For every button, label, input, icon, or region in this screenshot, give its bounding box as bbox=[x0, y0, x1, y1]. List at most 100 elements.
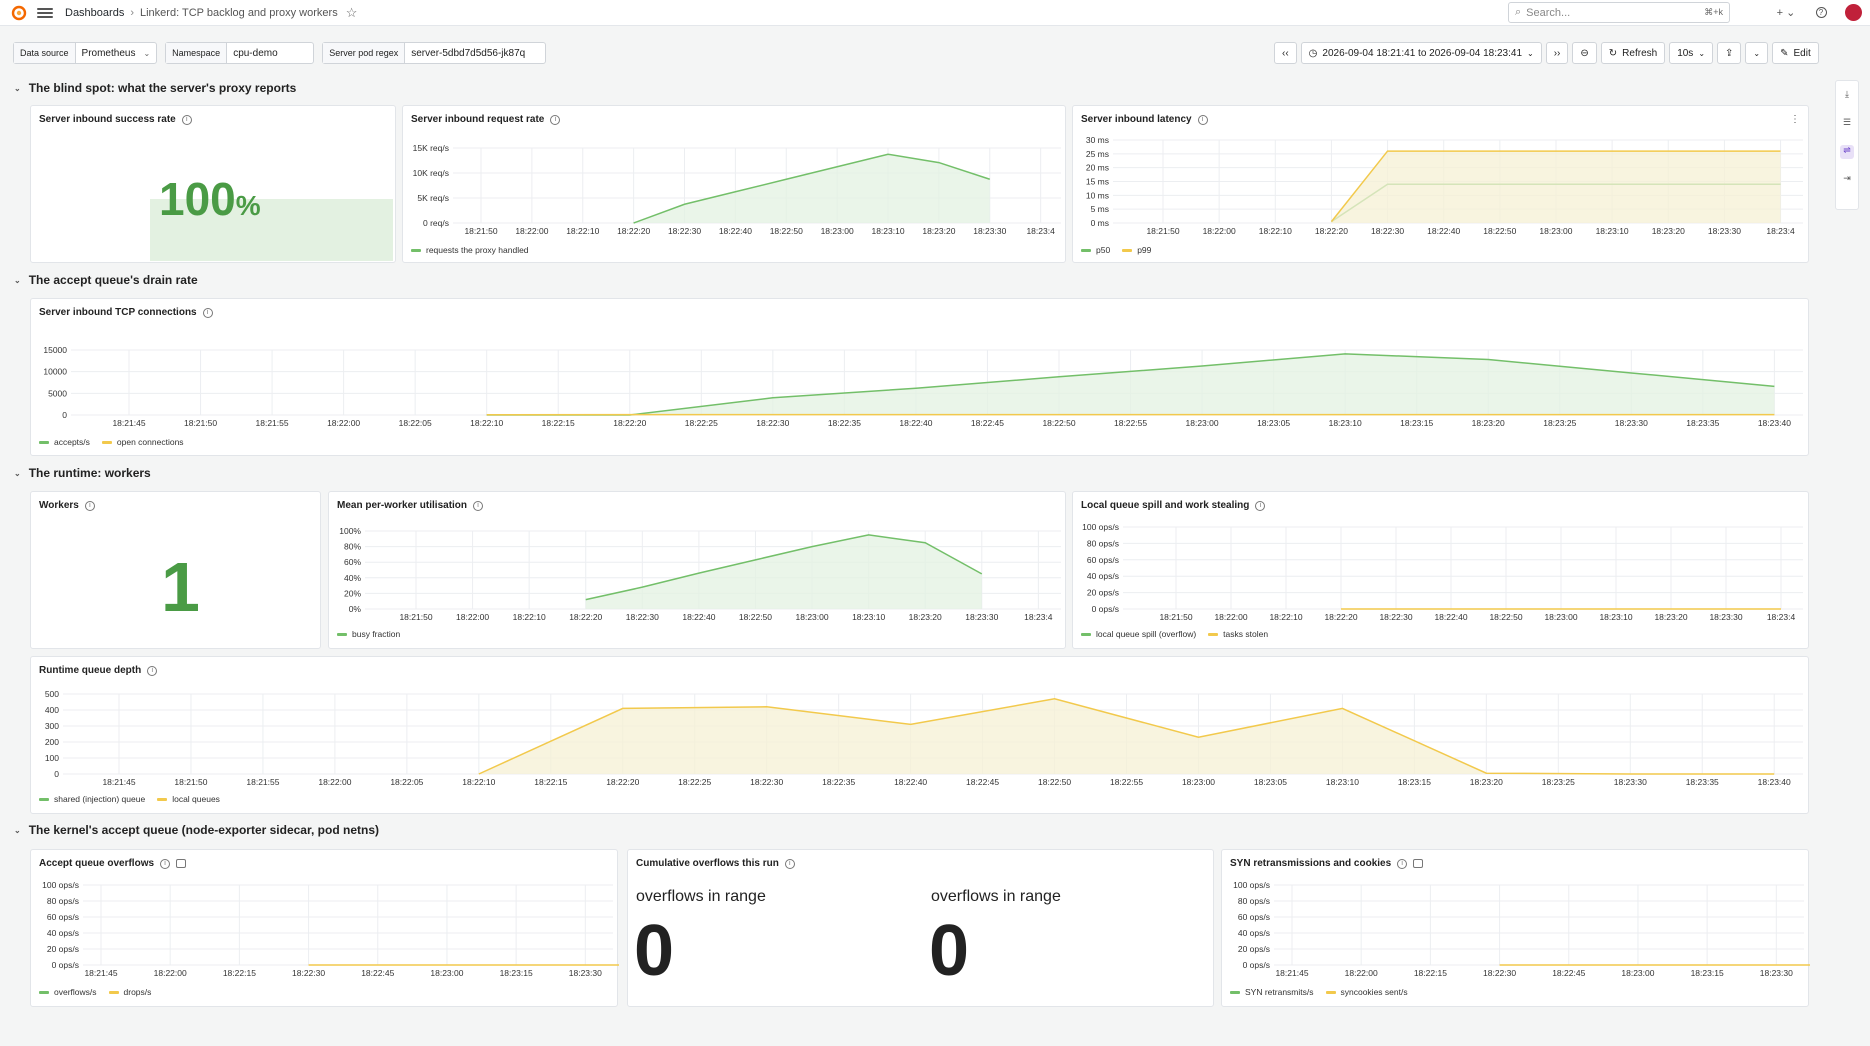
y-tick-label: 15 ms bbox=[1086, 177, 1109, 187]
edit-button[interactable]: ✎ Edit bbox=[1772, 42, 1819, 64]
variable-server-pod-regex[interactable]: Server pod regex server-5dbd7d5d56-jk87q bbox=[322, 42, 547, 64]
x-tick-label: 18:22:00 bbox=[456, 612, 489, 622]
download-icon[interactable]: ⤓ bbox=[1845, 89, 1849, 99]
x-tick-label: 18:22:40 bbox=[894, 777, 927, 787]
datasource-icon[interactable] bbox=[1413, 859, 1424, 868]
info-icon[interactable]: i bbox=[202, 307, 213, 318]
hamburger-menu-icon[interactable] bbox=[37, 6, 53, 20]
panel-cumulative-overflows[interactable]: Cumulative overflows this run i overflows… bbox=[627, 849, 1214, 1007]
info-icon[interactable]: i bbox=[1197, 114, 1208, 125]
x-tick-label: 18:23:10 bbox=[852, 612, 885, 622]
legend-item[interactable]: local queue spill (overflow) bbox=[1081, 629, 1196, 639]
chart-request-rate[interactable]: 15K req/s 10K req/s 5K req/s 0 req/s 18:21:5… bbox=[403, 106, 1067, 264]
x-tick-label: 18:23:20 bbox=[909, 612, 942, 622]
row-header-blind-spot[interactable]: ⌄ The blind spot: what the server's proxy… bbox=[14, 81, 296, 95]
datasource-icon[interactable] bbox=[176, 859, 187, 868]
panel-accept-overflows[interactable]: Accept queue overflows i 100 ops/s 80 ops/… bbox=[30, 849, 619, 1008]
x-tick-label: 18:23:00 bbox=[1186, 418, 1219, 428]
legend-item[interactable]: tasks stolen bbox=[1208, 629, 1268, 639]
panel-title: Workers bbox=[39, 500, 79, 511]
legend-item[interactable]: local queues bbox=[157, 794, 220, 804]
chart-tcp-connections[interactable]: 15000 10000 5000 0 18:21:45 18:21:50 18:21:55 1… bbox=[31, 299, 1810, 457]
variable-datasource[interactable]: Data source Prometheus ⌄ bbox=[13, 42, 158, 64]
x-tick-label: 18:22:50 bbox=[1038, 777, 1071, 787]
legend-item[interactable]: shared (injection) queue bbox=[39, 794, 145, 804]
legend-item[interactable]: p99 bbox=[1122, 245, 1151, 255]
chart-syn-retransmissions[interactable]: 100 ops/s 80 ops/s 60 ops/s 40 ops/s 20 ops/… bbox=[1222, 850, 1810, 1008]
legend-item[interactable]: p50 bbox=[1081, 245, 1110, 255]
panel-title: Mean per-worker utilisation bbox=[337, 500, 468, 511]
share-button[interactable]: ⇪ bbox=[1717, 42, 1742, 64]
legend-item[interactable]: accepts/s bbox=[39, 437, 90, 447]
x-tick-label: 18:22:50 bbox=[739, 612, 772, 622]
star-icon[interactable]: ☆ bbox=[345, 4, 358, 20]
y-tick-label: 40% bbox=[344, 573, 361, 583]
info-icon[interactable]: i bbox=[473, 500, 484, 511]
help-icon[interactable]: ? bbox=[1813, 4, 1829, 21]
variable-namespace[interactable]: Namespace cpu-demo bbox=[165, 42, 315, 64]
refresh-interval-picker[interactable]: 10s ⌄ bbox=[1669, 42, 1714, 64]
legend-item[interactable]: requests the proxy handled bbox=[411, 245, 529, 255]
info-icon[interactable]: i bbox=[84, 500, 95, 511]
x-tick-label: 18:22:20 bbox=[606, 777, 639, 787]
x-tick-label: 18:23:10 bbox=[1599, 612, 1632, 622]
info-icon[interactable]: i bbox=[147, 665, 158, 676]
series-line-local-queues bbox=[478, 698, 1775, 775]
info-icon[interactable]: i bbox=[550, 114, 561, 125]
x-tick-label: 18:21:45 bbox=[84, 968, 117, 978]
breadcrumb-dashboards[interactable]: Dashboards bbox=[65, 6, 125, 19]
user-avatar[interactable] bbox=[1845, 4, 1862, 21]
info-icon[interactable]: i bbox=[160, 858, 171, 869]
chart-latency[interactable]: 30 ms 25 ms 20 ms 15 ms 10 ms 5 ms 0 ms 18:21:5… bbox=[1073, 106, 1810, 264]
x-tick-label: 18:22:20 bbox=[617, 226, 650, 236]
info-icon[interactable]: i bbox=[1397, 858, 1408, 869]
panel-spill[interactable]: Local queue spill and work stealing i 100… bbox=[1072, 491, 1809, 649]
legend-item[interactable]: drops/s bbox=[108, 987, 151, 997]
panel-latency[interactable]: Server inbound latency i ⋮ 30 ms 25 ms 20 m… bbox=[1072, 105, 1809, 263]
chart-queue-depth[interactable]: 500 400 300 200 100 0 18:21:45 18:21:50 18:21:55… bbox=[31, 657, 1810, 815]
time-back-button[interactable]: ‹‹ bbox=[1274, 42, 1297, 64]
panel-workers[interactable]: Workers i 1 bbox=[30, 491, 321, 649]
legend-item[interactable]: syncookies sent/s bbox=[1325, 987, 1408, 997]
x-tick-label: 18:22:45 bbox=[361, 968, 394, 978]
time-forward-button[interactable]: ›› bbox=[1545, 42, 1569, 64]
panel-request-rate[interactable]: Server inbound request rate i 15K req/s 10… bbox=[402, 105, 1066, 263]
legend-item[interactable]: busy fraction bbox=[337, 629, 400, 639]
refresh-button[interactable]: ↻ Refresh bbox=[1600, 42, 1666, 64]
add-new-button[interactable]: + ⌄ bbox=[1776, 7, 1796, 19]
chart-accept-overflows[interactable]: 100 ops/s 80 ops/s 60 ops/s 40 ops/s 20 ops/… bbox=[31, 850, 619, 1008]
stat-value: 0 bbox=[634, 911, 675, 991]
dock-icon[interactable]: ⇥ bbox=[1843, 173, 1851, 183]
grafana-logo-icon[interactable] bbox=[11, 5, 27, 21]
zoom-out-button[interactable]: ⊖ bbox=[1572, 42, 1597, 64]
legend-item[interactable]: overflows/s bbox=[39, 987, 97, 997]
legend-item[interactable]: open connections bbox=[101, 437, 184, 447]
panel-syn-retransmissions[interactable]: SYN retransmissions and cookies i 100 ops… bbox=[1221, 849, 1810, 1008]
panel-queue-depth[interactable]: Runtime queue depth i 500 400 300 200 100 0 18:… bbox=[30, 656, 1809, 814]
x-tick-label: 18:22:10 bbox=[513, 612, 546, 622]
chart-utilisation[interactable]: 100% 80% 60% 40% 20% 0% 18:21:50 18:22:00 18:22:… bbox=[329, 492, 1067, 650]
chart-spill[interactable]: 100 ops/s 80 ops/s 60 ops/s 40 ops/s 20 ops/… bbox=[1073, 492, 1810, 650]
outline-icon[interactable]: ☰ bbox=[1842, 117, 1852, 127]
search-input[interactable]: ⌕ Search... ⌘+k bbox=[1508, 2, 1730, 23]
x-tick-label: 18:23:00 bbox=[821, 226, 854, 236]
y-tick-label: 30 ms bbox=[1086, 135, 1109, 145]
row-header-runtime-workers[interactable]: ⌄ The runtime: workers bbox=[14, 466, 151, 480]
y-tick-label: 20% bbox=[344, 588, 361, 598]
y-tick-label: 0 bbox=[54, 769, 59, 779]
x-tick-label: 18:21:50 bbox=[174, 777, 207, 787]
panel-success-rate[interactable]: Server inbound success rate i 100% bbox=[30, 105, 396, 263]
info-icon[interactable]: i bbox=[1255, 500, 1266, 511]
info-icon[interactable]: i bbox=[784, 858, 795, 869]
panel-menu-icon[interactable]: ⋮ bbox=[1790, 114, 1800, 125]
link-icon[interactable]: ⇌ bbox=[1840, 145, 1854, 159]
panel-utilisation[interactable]: Mean per-worker utilisation i 100% 80% 60% 4… bbox=[328, 491, 1066, 649]
x-tick-label: 18:22:10 bbox=[1269, 612, 1302, 622]
row-header-drain-rate[interactable]: ⌄ The accept queue's drain rate bbox=[14, 273, 198, 287]
panel-tcp-connections[interactable]: Server inbound TCP connections i 15000 100… bbox=[30, 298, 1809, 456]
share-dropdown-button[interactable]: ⌄ bbox=[1745, 42, 1769, 64]
legend-item[interactable]: SYN retransmits/s bbox=[1230, 987, 1314, 997]
time-range-picker[interactable]: ◷ 2026-09-04 18:21:41 to 2026-09-04 18:2… bbox=[1300, 42, 1542, 64]
info-icon[interactable]: i bbox=[181, 114, 192, 125]
row-header-kernel-accept-queue[interactable]: ⌄ The kernel's accept queue (node-exporte… bbox=[14, 823, 379, 837]
